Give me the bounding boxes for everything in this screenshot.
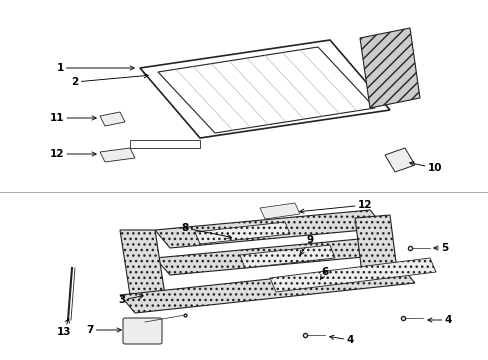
Polygon shape xyxy=(155,210,384,248)
Text: 7: 7 xyxy=(86,325,121,335)
Polygon shape xyxy=(269,258,435,292)
Text: 12: 12 xyxy=(299,200,371,213)
Text: 13: 13 xyxy=(57,319,71,337)
Polygon shape xyxy=(359,28,419,108)
Text: 6: 6 xyxy=(320,267,328,280)
Polygon shape xyxy=(120,265,414,313)
Polygon shape xyxy=(155,238,384,275)
Text: 4: 4 xyxy=(427,315,451,325)
Polygon shape xyxy=(195,222,289,244)
Text: 11: 11 xyxy=(50,113,96,123)
Polygon shape xyxy=(260,203,299,219)
Polygon shape xyxy=(100,148,135,162)
Text: 1: 1 xyxy=(56,63,134,73)
Text: 5: 5 xyxy=(433,243,447,253)
Polygon shape xyxy=(384,148,414,172)
FancyBboxPatch shape xyxy=(123,318,162,344)
Text: 3: 3 xyxy=(118,294,143,305)
Text: 9: 9 xyxy=(300,235,313,255)
Text: 12: 12 xyxy=(50,149,96,159)
Polygon shape xyxy=(120,230,164,295)
Polygon shape xyxy=(354,215,397,281)
Text: 2: 2 xyxy=(71,74,148,87)
Polygon shape xyxy=(240,245,334,268)
Text: 8: 8 xyxy=(181,223,231,238)
Text: 4: 4 xyxy=(329,335,353,345)
Text: 10: 10 xyxy=(409,162,441,173)
Polygon shape xyxy=(100,112,125,126)
